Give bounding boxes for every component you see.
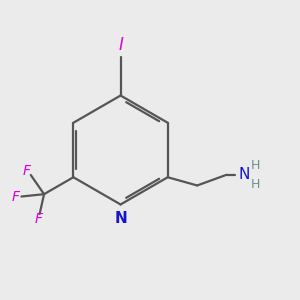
Text: I: I (118, 36, 123, 54)
Text: F: F (12, 190, 20, 204)
Text: F: F (34, 212, 42, 226)
Text: F: F (22, 164, 30, 178)
Text: N: N (238, 167, 250, 182)
Text: H: H (251, 178, 260, 191)
Text: N: N (114, 211, 127, 226)
Text: H: H (251, 159, 260, 172)
